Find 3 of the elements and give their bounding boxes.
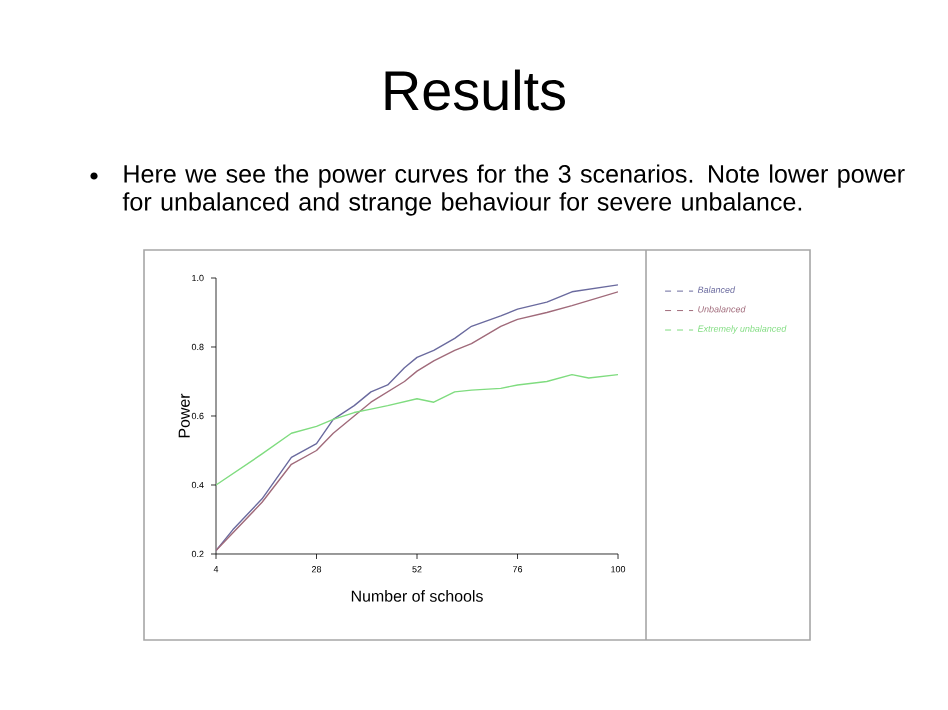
line-series — [216, 373, 619, 486]
chart-title: Results — [385, 69, 565, 111]
chart-subtitle: Here we see the power curves for the 3 scenarios. Note lower power for unbalanced and strange behaviour for severe unbalance. — [122, 164, 905, 216]
